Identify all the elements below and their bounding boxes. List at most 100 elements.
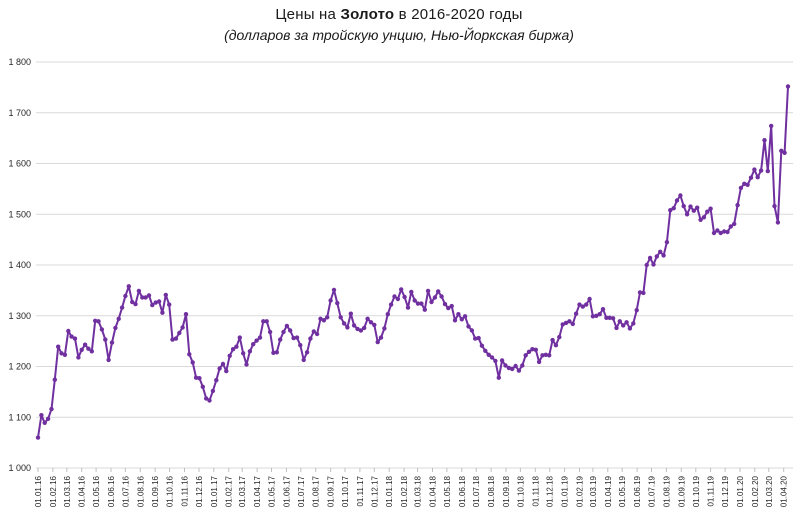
data-point-marker	[187, 352, 192, 357]
x-axis-label: 01.05.18	[443, 475, 452, 507]
data-point-marker	[214, 378, 219, 383]
data-point-marker	[671, 206, 676, 211]
data-point-marker	[237, 335, 242, 340]
data-point-marker	[82, 342, 88, 347]
x-axis-label: 01.02.16	[49, 475, 58, 507]
data-point-marker	[493, 358, 498, 364]
x-axis-label: 01.06.18	[458, 475, 467, 507]
data-point-marker	[563, 320, 569, 326]
data-point-marker	[375, 339, 380, 345]
data-point-marker	[291, 335, 296, 341]
x-axis-label: 01.07.17	[297, 475, 306, 507]
chart-title-prefix: Цены на	[275, 6, 341, 23]
data-point-marker	[388, 302, 394, 307]
data-point-marker	[560, 322, 565, 327]
data-point-marker	[399, 287, 404, 292]
data-point-marker	[678, 193, 683, 198]
x-axis-label: 01.04.17	[253, 475, 262, 507]
data-point-marker	[335, 300, 340, 306]
data-point-marker	[691, 208, 696, 213]
x-axis-label: 01.07.19	[648, 475, 657, 507]
data-point-marker	[695, 205, 700, 210]
data-point-marker	[180, 325, 185, 330]
data-point-marker	[446, 305, 451, 311]
data-point-marker	[688, 204, 693, 209]
data-point-marker	[257, 335, 263, 340]
data-point-marker	[294, 335, 300, 340]
data-point-marker	[382, 326, 387, 331]
x-axis-label: 01.12.19	[721, 475, 730, 507]
data-point-marker	[405, 305, 411, 310]
data-point-marker	[745, 182, 750, 187]
data-point-marker	[298, 343, 303, 348]
data-point-marker	[167, 302, 172, 307]
data-point-marker	[641, 290, 646, 296]
x-axis-label: 01.04.19	[604, 475, 613, 507]
data-point-marker	[614, 325, 619, 331]
data-point-marker	[402, 294, 407, 300]
data-point-marker	[661, 253, 666, 258]
x-axis-label: 01.02.17	[225, 475, 234, 507]
data-point-marker	[701, 215, 707, 220]
x-axis-label: 01.07.16	[121, 475, 130, 507]
data-point-marker	[56, 344, 61, 349]
data-point-marker	[62, 352, 68, 357]
data-point-marker	[311, 329, 316, 334]
data-point-marker	[358, 328, 364, 333]
data-point-marker	[93, 318, 98, 323]
x-axis-label: 01.03.19	[589, 475, 598, 507]
x-axis-label: 01.12.16	[195, 475, 204, 507]
data-point-marker	[42, 420, 47, 425]
data-point-marker	[210, 388, 216, 394]
data-point-marker	[748, 175, 754, 180]
data-point-marker	[220, 361, 226, 367]
data-point-marker	[422, 307, 427, 312]
x-axis-label: 01.09.19	[677, 475, 686, 507]
data-point-marker	[227, 353, 232, 358]
data-point-marker	[651, 262, 656, 267]
data-point-marker	[89, 349, 95, 354]
data-point-marker	[715, 228, 720, 233]
data-point-marker	[183, 312, 189, 317]
y-axis-label: 1 000	[8, 463, 31, 473]
data-point-marker	[261, 319, 266, 324]
data-point-marker	[597, 312, 602, 317]
data-point-marker	[325, 315, 330, 320]
x-axis-label: 01.02.20	[751, 475, 760, 507]
data-point-marker	[708, 206, 713, 211]
data-point-marker	[540, 353, 545, 358]
data-point-marker	[284, 323, 290, 329]
data-point-marker	[476, 335, 481, 341]
data-point-marker	[658, 249, 663, 254]
data-point-marker	[742, 181, 747, 186]
data-point-marker	[624, 320, 629, 325]
chart-title: Цены на Золото в 2016-2020 годы	[0, 6, 798, 23]
data-point-marker	[267, 329, 273, 335]
data-point-marker	[264, 319, 269, 324]
data-point-marker	[395, 296, 401, 302]
data-point-marker	[143, 295, 148, 300]
data-point-marker	[86, 346, 91, 351]
data-point-marker	[244, 362, 249, 367]
x-axis-label: 01.12.18	[546, 475, 555, 507]
data-point-marker	[647, 255, 653, 261]
data-point-marker	[610, 316, 616, 321]
data-point-marker	[496, 375, 501, 380]
data-point-marker	[530, 347, 535, 352]
data-point-marker	[473, 336, 478, 341]
data-point-marker	[738, 185, 744, 191]
y-axis-label: 1 700	[8, 108, 31, 118]
data-point-marker	[617, 319, 622, 324]
data-point-marker	[271, 350, 276, 355]
x-axis-label: 01.10.16	[166, 475, 175, 507]
x-axis-label: 01.04.16	[78, 475, 87, 507]
x-axis-label: 01.03.20	[765, 475, 774, 507]
data-point-marker	[728, 224, 733, 229]
data-point-marker	[173, 336, 179, 341]
data-point-marker	[207, 398, 212, 403]
data-point-marker	[412, 298, 417, 303]
data-point-marker	[106, 357, 111, 363]
data-point-marker	[516, 368, 522, 373]
x-axis-label: 01.05.19	[618, 475, 627, 507]
data-point-marker	[772, 203, 777, 209]
